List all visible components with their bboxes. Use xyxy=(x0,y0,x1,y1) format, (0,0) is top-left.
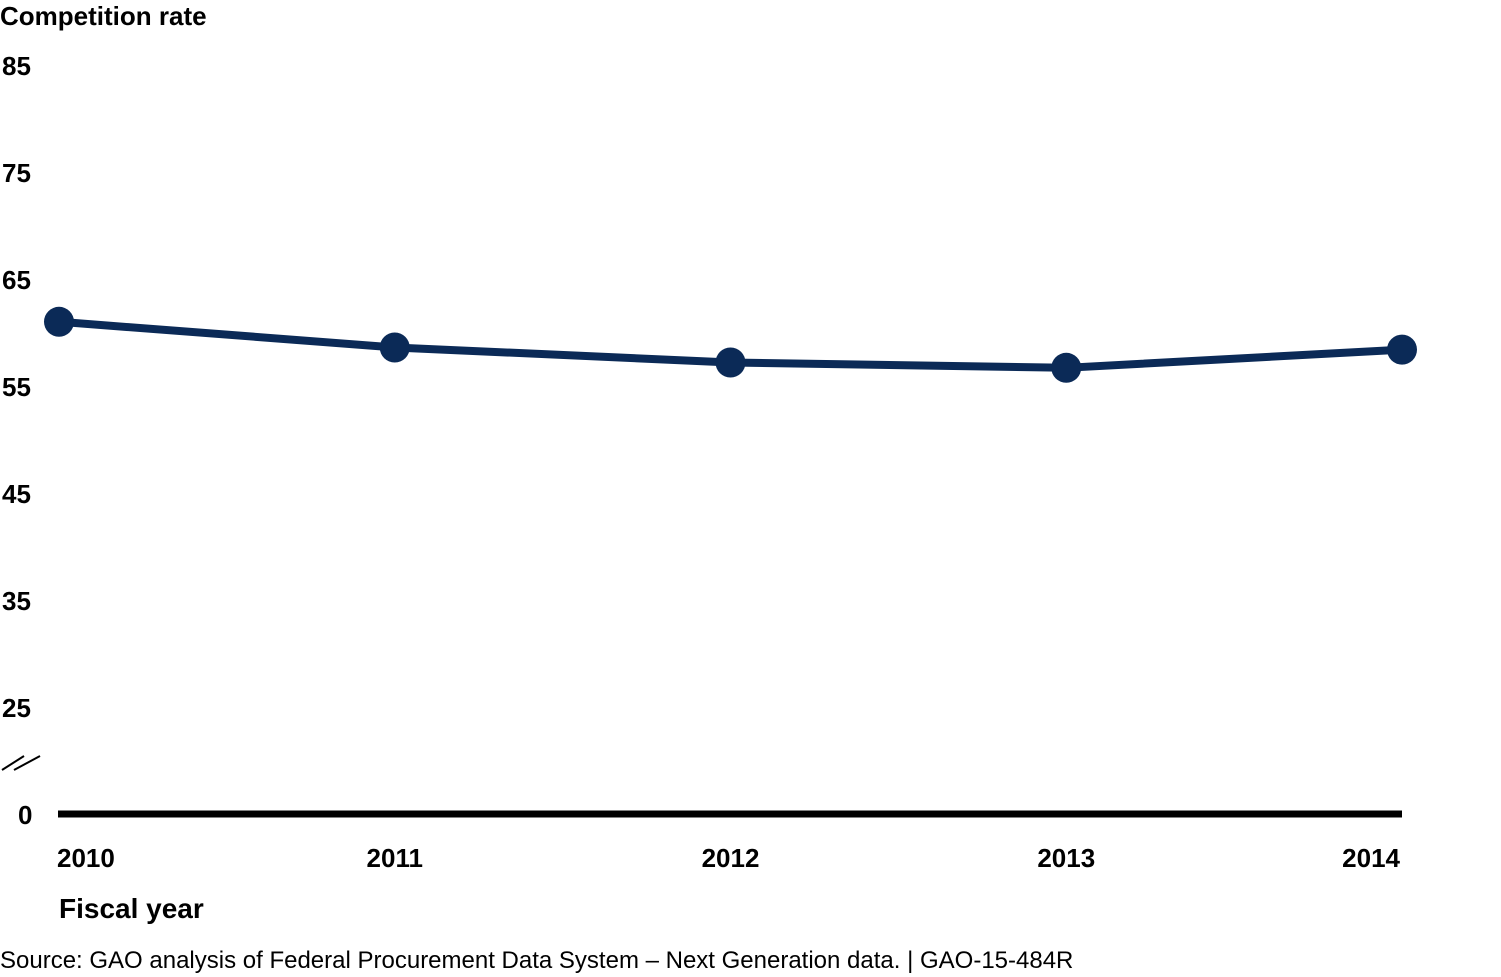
y-tick-label: 25 xyxy=(2,693,31,723)
y-ticks: 0 25 35 45 55 65 75 85 xyxy=(2,51,32,830)
x-tick-label: 2012 xyxy=(702,843,760,873)
y-tick-label: 55 xyxy=(2,372,31,402)
data-point xyxy=(44,306,74,337)
source-note: Source: GAO analysis of Federal Procurem… xyxy=(0,947,1073,974)
x-tick-label: 2010 xyxy=(57,843,115,873)
x-tick-label: 2014 xyxy=(1342,843,1400,873)
y-tick-label: 0 xyxy=(18,800,32,830)
data-series xyxy=(44,306,1417,383)
data-point xyxy=(1051,352,1082,383)
y-tick-label: 35 xyxy=(2,586,31,616)
x-tick-label: 2013 xyxy=(1037,843,1095,873)
data-point xyxy=(379,332,410,363)
y-tick-label: 75 xyxy=(2,158,31,188)
y-tick-label: 65 xyxy=(2,265,31,295)
x-ticks: 2010 2011 2012 2013 2014 xyxy=(57,843,1401,873)
y-tick-label: 85 xyxy=(2,51,31,81)
y-axis-label: Competition rate xyxy=(0,1,207,31)
y-tick-label: 45 xyxy=(2,479,31,509)
x-axis-label: Fiscal year xyxy=(59,893,204,924)
axis-break-mark xyxy=(1,755,41,771)
data-point xyxy=(715,347,746,378)
x-tick-label: 2011 xyxy=(367,843,423,873)
data-point xyxy=(1387,334,1417,365)
